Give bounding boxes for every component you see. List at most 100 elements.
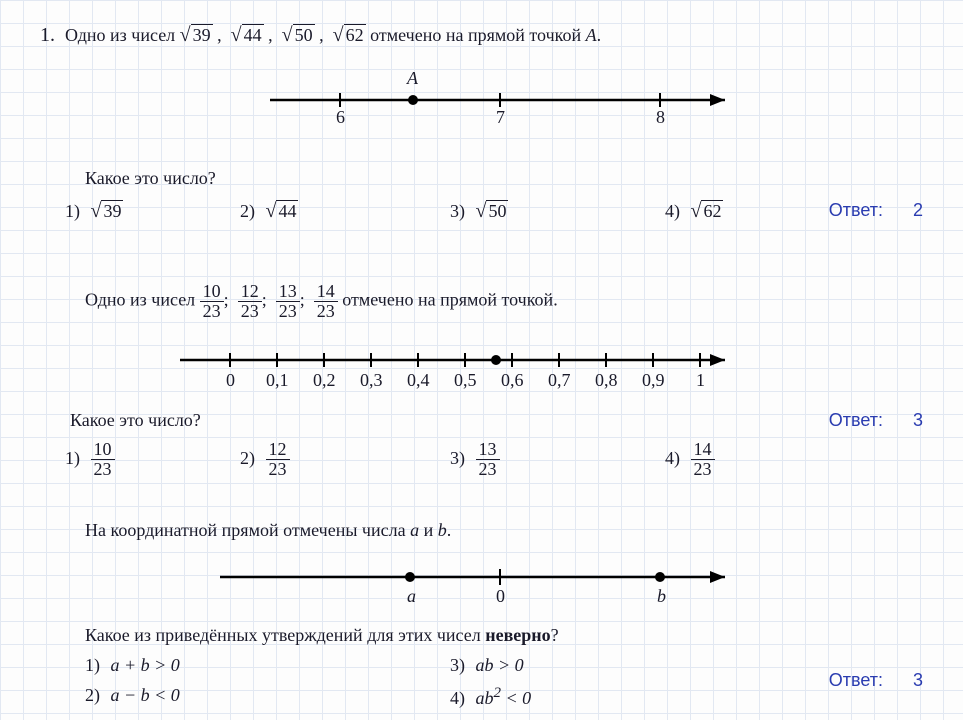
p3-label-a: a (407, 586, 416, 607)
p2-f4n: 14 (314, 282, 338, 302)
p2-f1n: 10 (200, 282, 224, 302)
p3-opt1: 1) a + b > 0 (85, 655, 180, 676)
p2-suffix: отмечено на прямой точкой. (342, 290, 557, 310)
p1-val2: 44 (242, 24, 264, 45)
p2-f2d: 23 (238, 302, 262, 321)
p2-question: Какое это число? (70, 410, 201, 431)
p2-tick-2: 0,2 (313, 370, 336, 391)
p2o4d: 23 (691, 460, 715, 479)
p1-opt4-val: 62 (701, 200, 723, 221)
opt-label-3: 3) (450, 448, 465, 468)
p3-question: Какое из приведённых утверждений для эти… (85, 625, 559, 646)
p2-tick-7: 0,7 (548, 370, 571, 391)
p3-q-prefix: Какое из приведённых утверждений для эти… (85, 625, 485, 645)
p2-tick-0: 0 (226, 370, 235, 391)
p3-b: b (438, 520, 447, 540)
opt-label-3: 3) (450, 655, 465, 675)
p3-opt4-pre: ab (476, 688, 494, 708)
p2-tick-3: 0,3 (360, 370, 383, 391)
opt-label-4: 4) (665, 201, 680, 221)
fraction-icon: 1423 (691, 440, 715, 479)
p2-statement: Одно из чисел 1023; 1223; 1323; 1423 отм… (85, 282, 558, 321)
opt-label-2: 2) (85, 685, 100, 705)
p1-tick-6: 6 (336, 107, 345, 128)
answer-label: Ответ: (829, 200, 883, 220)
p2-tick-8: 0,8 (595, 370, 618, 391)
p3-a: a (410, 520, 419, 540)
p3-opt4-sup: 2 (494, 685, 502, 701)
p2-tick-4: 0,4 (407, 370, 430, 391)
answer-value: 2 (913, 200, 923, 221)
p1-suffix: отмечено на прямой точкой (370, 25, 585, 45)
p1-val3: 50 (293, 24, 315, 45)
p3-opt4-post: < 0 (501, 688, 531, 708)
p1-val4: 62 (344, 24, 366, 45)
problem-number: 1. (40, 24, 55, 47)
answer-label: Ответ: (829, 670, 883, 690)
p2-tick-5: 0,5 (454, 370, 477, 391)
p1-val1: 39 (191, 24, 213, 45)
p1-tick-7: 7 (496, 107, 505, 128)
p1-question: Какое это число? (85, 168, 216, 189)
p2-f1d: 23 (200, 302, 224, 321)
sqrt-icon: 44 (266, 200, 299, 223)
p2-opt3: 3) 1323 (450, 440, 500, 479)
p3-q-suffix: ? (551, 625, 559, 645)
opt-label-2: 2) (240, 201, 255, 221)
p3-answer: Ответ: 3 (829, 670, 923, 691)
p3-prefix: На координатной прямой отмечены числа (85, 520, 410, 540)
p2-tick-9: 0,9 (642, 370, 665, 391)
p3-statement: На координатной прямой отмечены числа a … (85, 520, 451, 541)
p2o2d: 23 (266, 460, 290, 479)
p2o1n: 10 (91, 440, 115, 460)
opt-label-2: 2) (240, 448, 255, 468)
opt-label-4: 4) (665, 448, 680, 468)
p3-q-bold: неверно (485, 625, 550, 645)
p1-opt3: 3) 50 (450, 200, 508, 223)
sqrt-icon: 62 (333, 24, 366, 47)
p3-opt4: 4) ab2 < 0 (450, 685, 531, 709)
answer-value: 3 (913, 410, 923, 431)
p1-opt3-val: 50 (486, 200, 508, 221)
fraction-icon: 1223 (238, 282, 262, 321)
p2o3d: 23 (476, 460, 500, 479)
p3-opt3-expr: ab > 0 (476, 655, 524, 675)
fraction-icon: 1023 (200, 282, 224, 321)
p1-opt1: 1) 39 (65, 200, 123, 223)
p2o3n: 13 (476, 440, 500, 460)
opt-label-1: 1) (65, 201, 80, 221)
p2o2n: 12 (266, 440, 290, 460)
p1-tick-8: 8 (656, 107, 665, 128)
sqrt-icon: 62 (691, 200, 724, 223)
opt-label-3: 3) (450, 201, 465, 221)
sqrt-icon: 39 (180, 24, 213, 47)
p1-opt1-val: 39 (101, 200, 123, 221)
p2-opt2: 2) 1223 (240, 440, 290, 479)
sqrt-icon: 50 (476, 200, 509, 223)
p2-answer: Ответ: 3 (829, 410, 923, 431)
p1-opt4: 4) 62 (665, 200, 723, 223)
sqrt-icon: 39 (91, 200, 124, 223)
fraction-icon: 1323 (276, 282, 300, 321)
answer-value: 3 (913, 670, 923, 691)
p1-answer: Ответ: 2 (829, 200, 923, 221)
p3-opt2: 2) a − b < 0 (85, 685, 180, 706)
p1-opt2: 2) 44 (240, 200, 298, 223)
page: 1. Одно из чисел 39 , 44 , 50 , 62 отмеч… (0, 0, 963, 720)
p2-f2n: 12 (238, 282, 262, 302)
p2o1d: 23 (91, 460, 115, 479)
p1-period: . (597, 25, 602, 45)
p3-opt2-expr: a − b < 0 (111, 685, 180, 705)
p3-opt3: 3) ab > 0 (450, 655, 524, 676)
p2-f3n: 13 (276, 282, 300, 302)
p2-tick-6: 0,6 (501, 370, 524, 391)
p3-label-0: 0 (496, 586, 505, 607)
p1-prefix: Одно из чисел (65, 25, 180, 45)
sqrt-icon: 44 (231, 24, 264, 47)
p3-label-b: b (657, 586, 666, 607)
p3-and: и (419, 520, 438, 540)
sqrt-icon: 50 (282, 24, 315, 47)
p2-prefix: Одно из чисел (85, 290, 200, 310)
answer-label: Ответ: (829, 410, 883, 430)
opt-label-4: 4) (450, 688, 465, 708)
